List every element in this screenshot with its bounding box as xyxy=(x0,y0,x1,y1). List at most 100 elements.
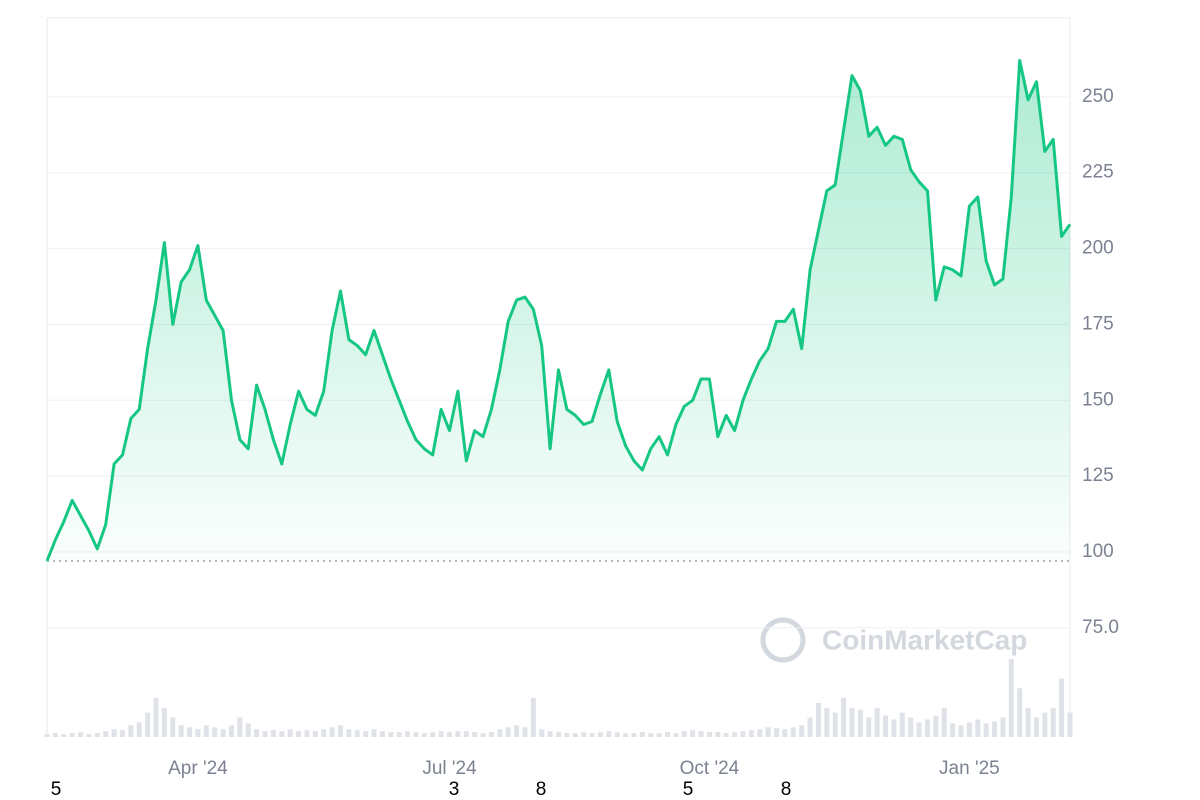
volume-bar xyxy=(874,707,880,737)
volume-bar xyxy=(732,732,738,737)
volume-bar xyxy=(597,732,603,737)
footer-label: 3 xyxy=(449,779,460,800)
volume-bar xyxy=(287,729,293,737)
volume-bar xyxy=(170,717,176,737)
volume-bar xyxy=(86,734,92,737)
volume-bar xyxy=(1033,717,1039,737)
x-tick-label: Oct '24 xyxy=(680,758,740,779)
volume-bar xyxy=(975,719,981,737)
y-tick-label: 250 xyxy=(1082,86,1114,107)
volume-bar xyxy=(983,723,989,737)
volume-bar xyxy=(698,731,704,737)
volume-bar xyxy=(941,707,947,737)
volume-bar xyxy=(539,729,545,737)
volume-bar xyxy=(480,733,486,737)
volume-bar xyxy=(815,702,821,737)
volume-bar xyxy=(136,722,142,737)
volume-bar xyxy=(547,731,553,737)
volume-bar xyxy=(270,730,276,737)
volume-bar xyxy=(623,733,629,737)
volume-bar xyxy=(950,723,956,737)
volume-bar xyxy=(656,733,662,737)
volume-bar xyxy=(245,723,251,737)
volume-bar xyxy=(405,731,411,737)
volume-bar xyxy=(1050,707,1056,737)
volume-bar xyxy=(446,732,452,737)
volume-bar xyxy=(413,732,419,737)
watermark-logo xyxy=(760,617,806,663)
volume-bar xyxy=(581,732,587,737)
volume-bar xyxy=(648,733,654,737)
volume-bar xyxy=(262,731,268,737)
volume-bar xyxy=(119,730,125,737)
volume-bar xyxy=(799,725,805,737)
volume-bar xyxy=(958,725,964,737)
volume-bar xyxy=(153,698,159,737)
volume-bar xyxy=(329,727,335,737)
volume-bar xyxy=(841,698,847,737)
volume-bar xyxy=(161,707,167,737)
volume-bar xyxy=(321,729,327,737)
volume-bar xyxy=(237,717,243,737)
y-tick-label: 200 xyxy=(1082,238,1114,259)
volume-bar xyxy=(681,731,687,737)
volume-bar xyxy=(1008,659,1014,737)
volume-bar xyxy=(824,707,830,737)
volume-bar xyxy=(388,732,394,737)
volume-bar xyxy=(228,725,234,737)
volume-bar xyxy=(220,729,226,737)
volume-bar xyxy=(564,733,570,737)
volume-bar xyxy=(757,729,763,737)
volume-bar xyxy=(908,717,914,737)
volume-bar xyxy=(421,733,427,737)
volume-bar xyxy=(396,732,402,737)
volume-bar xyxy=(589,733,595,737)
volume-bar xyxy=(639,732,645,737)
volume-bar xyxy=(472,732,478,737)
volume-bar xyxy=(606,731,612,737)
volume-bar xyxy=(790,727,796,737)
volume-bar xyxy=(212,727,218,737)
volume-bar xyxy=(438,731,444,737)
volume-bar xyxy=(715,732,721,737)
volume-bar xyxy=(254,729,260,737)
volume-bar xyxy=(69,733,75,737)
volume-bar xyxy=(304,730,310,737)
volume-bar xyxy=(966,722,972,737)
y-tick-label: 150 xyxy=(1082,389,1114,410)
volume-bar xyxy=(883,715,889,737)
volume-bar xyxy=(572,733,578,737)
volume-bar xyxy=(631,733,637,737)
volume-bar xyxy=(992,721,998,737)
volume-bar xyxy=(1067,712,1073,737)
volume-bar xyxy=(807,717,813,737)
volume-bar xyxy=(497,729,503,737)
volume-bar xyxy=(1000,717,1006,737)
y-tick-label: 175 xyxy=(1082,313,1114,334)
volume-bar xyxy=(463,731,469,737)
volume-bar xyxy=(111,729,117,737)
volume-bar xyxy=(44,734,50,737)
volume-bar xyxy=(556,732,561,737)
volume-bar xyxy=(665,732,671,737)
volume-bar xyxy=(866,717,872,737)
volume-bar xyxy=(1059,678,1065,737)
volume-bar xyxy=(832,712,838,737)
volume-bar xyxy=(78,732,84,737)
volume-bar xyxy=(203,725,209,737)
volume-bar xyxy=(1042,712,1048,737)
volume-bar xyxy=(1025,707,1031,737)
footer-label: 5 xyxy=(683,779,694,800)
footer-label: 5 xyxy=(51,779,62,800)
watermark-text: CoinMarketCap xyxy=(822,624,1027,655)
y-tick-label: 100 xyxy=(1082,541,1114,562)
volume-bar xyxy=(748,730,754,737)
y-tick-label: 225 xyxy=(1082,162,1114,183)
volume-bar xyxy=(128,725,134,737)
volume-bar xyxy=(195,729,201,737)
y-tick-label: 75.0 xyxy=(1082,617,1119,638)
x-tick-label: Jan '25 xyxy=(939,758,1000,779)
volume-bar xyxy=(52,733,58,737)
volume-bar xyxy=(690,730,696,737)
